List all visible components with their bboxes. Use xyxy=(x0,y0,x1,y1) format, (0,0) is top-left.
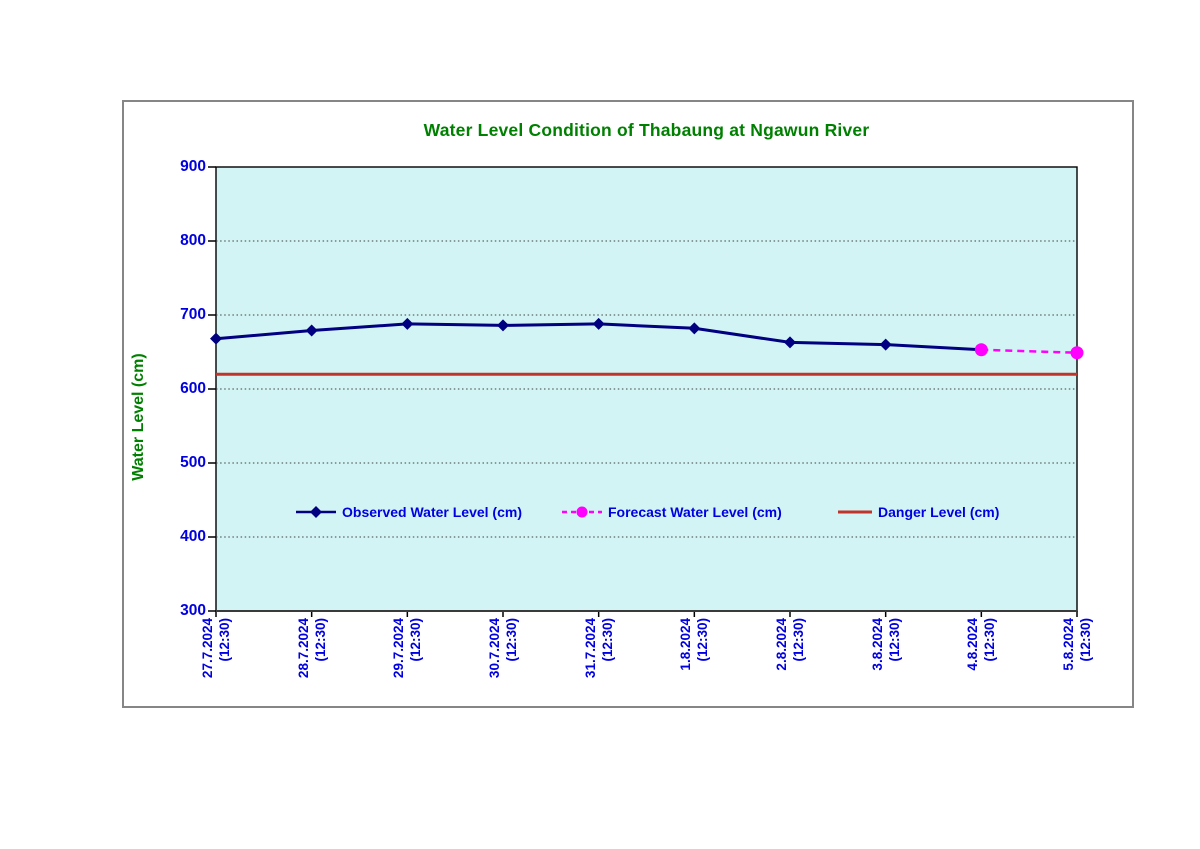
diamond-marker xyxy=(305,324,318,337)
legend-label-danger: Danger Level (cm) xyxy=(878,504,1000,520)
legend-item-danger: Danger Level (cm) xyxy=(838,502,999,522)
y-axis-title: Water Level (cm) xyxy=(130,353,147,481)
series-line-1 xyxy=(981,348,1078,354)
x-axis-label-time: (12:30) xyxy=(599,618,615,662)
x-axis-label-9: 5.8.2024 (12:30) xyxy=(1060,618,1094,712)
x-axis-label-1: 28.7.2024 (12:30) xyxy=(295,618,329,712)
x-axis-label-time: (12:30) xyxy=(504,618,519,662)
diamond-marker xyxy=(688,322,701,335)
x-axis-label-3: 30.7.2024 (12:30) xyxy=(486,618,520,712)
y-axis-tick-label-600: 600 xyxy=(180,380,206,397)
legend-item-forecast: Forecast Water Level (cm) xyxy=(562,502,782,522)
x-axis-label-date: 27.7.2024 xyxy=(200,618,215,679)
observed-series-legend-marker xyxy=(296,506,336,518)
y-axis-tick-label-300: 300 xyxy=(180,602,206,619)
x-axis-label-4: 31.7.2024 (12:30) xyxy=(582,618,616,712)
diamond-marker xyxy=(784,336,796,349)
legend-item-observed: Observed Water Level (cm) xyxy=(296,502,522,522)
y-axis-tick-label-500: 500 xyxy=(180,454,206,471)
chart-title: Water Level Condition of Thabaung at Nga… xyxy=(423,120,870,140)
x-axis-label-time: (12:30) xyxy=(886,618,902,662)
diamond-marker xyxy=(592,317,605,330)
x-axis-label-time: (12:30) xyxy=(408,618,424,662)
x-axis-label-8: 4.8.2024 (12:30) xyxy=(964,618,998,712)
x-axis-label-time: (12:30) xyxy=(791,618,806,662)
circle-marker xyxy=(1070,346,1084,360)
forecast-series-legend-marker xyxy=(562,506,602,518)
x-axis-label-5: 1.8.2024 (12:30) xyxy=(677,618,711,712)
x-axis-label-time: (12:30) xyxy=(312,618,328,662)
x-axis-label-date: 31.7.2024 xyxy=(582,618,598,679)
chart-frame: Water Level Condition of Thabaung at Nga… xyxy=(122,100,1134,708)
x-axis-label-time: (12:30) xyxy=(217,618,232,662)
x-axis-label-date: 28.7.2024 xyxy=(295,618,311,679)
x-axis-label-date: 29.7.2024 xyxy=(391,618,407,679)
x-axis-label-date: 30.7.2024 xyxy=(487,618,502,679)
x-axis-label-time: (12:30) xyxy=(695,618,711,662)
y-axis-tick-label-700: 700 xyxy=(180,306,206,323)
chart-plot-svg xyxy=(208,166,1084,617)
diamond-marker xyxy=(497,319,509,332)
circle-marker xyxy=(974,343,988,357)
legend-label-forecast: Forecast Water Level (cm) xyxy=(608,504,782,520)
x-axis-label-0: 27.7.2024 (12:30) xyxy=(199,618,233,712)
y-axis-tick-label-800: 800 xyxy=(180,232,206,249)
x-axis-label-7: 3.8.2024 (12:30) xyxy=(869,618,903,712)
x-axis-label-time: (12:30) xyxy=(982,618,998,662)
diamond-marker xyxy=(210,332,222,345)
x-axis-label-date: 4.8.2024 xyxy=(965,618,981,671)
x-axis-label-time: (12:30) xyxy=(1078,618,1093,662)
x-axis-label-date: 2.8.2024 xyxy=(774,618,789,671)
x-axis-label-date: 1.8.2024 xyxy=(678,618,694,671)
y-axis-title-wrap: Water Level (cm) xyxy=(130,330,158,504)
diamond-marker xyxy=(879,338,892,351)
diamond-marker xyxy=(401,317,414,330)
danger-level-legend-marker xyxy=(838,510,872,514)
x-axis-label-6: 2.8.2024 (12:30) xyxy=(773,618,807,712)
x-axis-label-date: 3.8.2024 xyxy=(869,618,885,671)
legend-label-observed: Observed Water Level (cm) xyxy=(342,504,522,520)
x-axis-label-2: 29.7.2024 (12:30) xyxy=(390,618,424,712)
y-axis-tick-label-400: 400 xyxy=(180,528,206,545)
x-axis-label-date: 5.8.2024 xyxy=(1061,618,1076,671)
y-axis-tick-label-900: 900 xyxy=(180,158,206,175)
